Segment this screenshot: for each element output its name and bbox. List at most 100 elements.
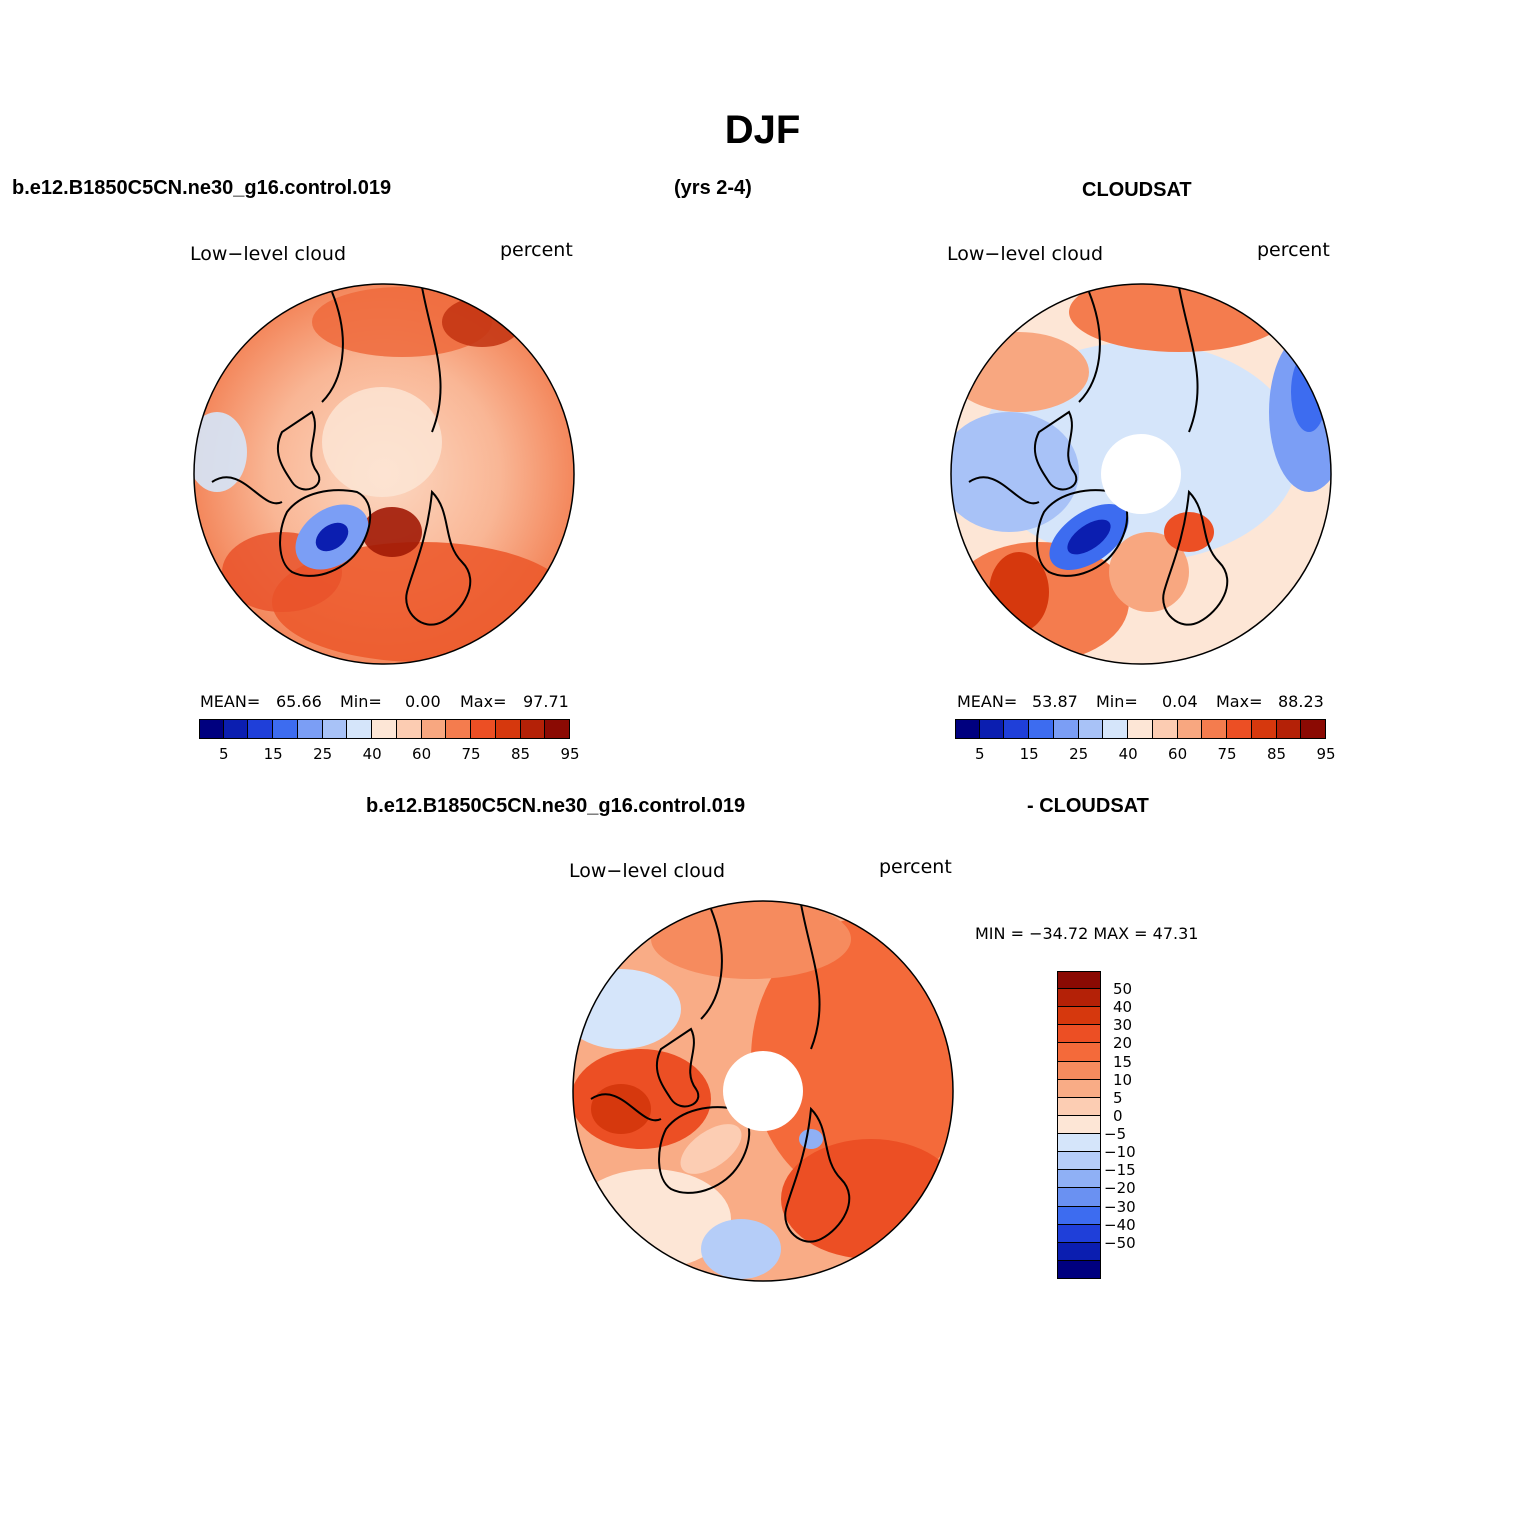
colorbar-swatch: [248, 719, 274, 739]
colorbar-swatch: [1177, 719, 1203, 739]
years-label: (yrs 2-4): [674, 177, 752, 199]
colorbar-swatch: [1128, 719, 1153, 739]
colorbar-tick-label: 5: [974, 745, 985, 763]
colorbar-swatch: [1057, 1115, 1101, 1135]
colorbar-tick-label: 25: [1069, 745, 1089, 763]
colorbar-tick-label: 15: [263, 745, 283, 763]
colorbar-swatch: [1053, 719, 1079, 739]
colorbar-swatch: [520, 719, 546, 739]
obs-mean-label: MEAN=: [957, 692, 1018, 711]
colorbar-swatch: [1057, 1097, 1101, 1116]
colorbar-tick-label: −30: [1104, 1197, 1136, 1216]
colorbar-swatch: [199, 719, 224, 739]
colorbar-tick-label: 40: [362, 745, 382, 763]
obs-colorbar-ticks: 5 15 25 40 60 75 85 95: [955, 745, 1336, 765]
colorbar-swatch: [372, 719, 397, 739]
model-units-label: percent: [500, 239, 573, 261]
model-polar-map: [193, 283, 575, 665]
model-max-value: 97.71: [523, 692, 569, 711]
diff-polar-map: [572, 900, 954, 1282]
colorbar-swatch: [1057, 1025, 1101, 1044]
colorbar-swatch: [495, 719, 521, 739]
colorbar-swatch: [1057, 971, 1101, 990]
colorbar-tick-label: 25: [313, 745, 333, 763]
colorbar-tick-label: 75: [461, 745, 481, 763]
model-mean-value: 65.66: [276, 692, 322, 711]
colorbar-swatch: [1057, 1043, 1101, 1062]
colorbar-tick-label: 40: [1113, 998, 1133, 1017]
colorbar-tick-label: 60: [412, 745, 432, 763]
colorbar-swatch: [1276, 719, 1302, 739]
model-mean-label: MEAN=: [200, 692, 261, 711]
obs-polar-map: [950, 283, 1332, 665]
diff-colorbar: [1057, 971, 1101, 1279]
colorbar-tick-label: −20: [1104, 1179, 1136, 1198]
colorbar-tick-label: 15: [1019, 745, 1039, 763]
obs-variable-label: Low−level cloud: [947, 243, 1104, 265]
colorbar-swatch: [446, 719, 472, 739]
colorbar-tick-label: 0: [1113, 1106, 1123, 1125]
diff-obs-title: - CLOUDSAT: [1027, 795, 1149, 817]
diff-case-title: b.e12.B1850C5CN.ne30_g16.control.019: [366, 795, 746, 817]
colorbar-tick-label: 20: [1113, 1034, 1133, 1053]
model-colorbar-ticks: 5 15 25 40 60 75 85 95: [199, 745, 580, 765]
colorbar-swatch: [1078, 719, 1104, 739]
obs-min-value: 0.04: [1162, 692, 1198, 711]
model-colorbar: [199, 719, 570, 739]
colorbar-swatch: [1057, 1079, 1101, 1098]
colorbar-swatch: [322, 719, 348, 739]
colorbar-swatch: [1057, 1152, 1101, 1171]
obs-min-label: Min=: [1096, 692, 1138, 711]
model-min-label: Min=: [340, 692, 382, 711]
colorbar-tick-label: 95: [560, 745, 580, 763]
colorbar-swatch: [1152, 719, 1178, 739]
diff-units-label: percent: [879, 856, 952, 878]
colorbar-swatch: [1057, 1007, 1101, 1026]
diff-minmax-label: MIN = −34.72 MAX = 47.31: [975, 924, 1199, 943]
colorbar-swatch: [1057, 1061, 1101, 1080]
colorbar-swatch: [1057, 1134, 1101, 1153]
colorbar-swatch: [396, 719, 422, 739]
colorbar-swatch: [297, 719, 323, 739]
colorbar-swatch: [471, 719, 496, 739]
colorbar-tick-label: 5: [1113, 1088, 1123, 1107]
diff-colorbar-ticks: 50 40 30 20 15 10 5 0 −5 −10 −15 −20 −30 −40 −50: [1104, 971, 1170, 1279]
colorbar-swatch: [1057, 1170, 1101, 1189]
colorbar-swatch: [273, 719, 298, 739]
obs-colorbar: [955, 719, 1326, 739]
colorbar-swatch: [1057, 1224, 1101, 1243]
colorbar-swatch: [421, 719, 447, 739]
model-min-value: 0.00: [405, 692, 441, 711]
colorbar-swatch: [979, 719, 1005, 739]
colorbar-tick-label: 85: [510, 745, 531, 763]
obs-max-label: Max=: [1216, 692, 1263, 711]
colorbar-swatch: [1251, 719, 1277, 739]
colorbar-tick-label: 95: [1316, 745, 1336, 763]
colorbar-tick-label: 75: [1217, 745, 1237, 763]
colorbar-tick-label: −10: [1104, 1143, 1136, 1162]
colorbar-tick-label: 5: [218, 745, 229, 763]
obs-mean-value: 53.87: [1032, 692, 1078, 711]
diff-variable-label: Low−level cloud: [569, 860, 726, 882]
colorbar-swatch: [545, 719, 570, 739]
colorbar-tick-label: −5: [1104, 1125, 1127, 1144]
model-max-label: Max=: [460, 692, 507, 711]
colorbar-swatch: [1057, 1206, 1101, 1225]
colorbar-swatch: [1103, 719, 1129, 739]
colorbar-tick-label: −50: [1104, 1233, 1136, 1252]
colorbar-swatch: [223, 719, 249, 739]
season-title: DJF: [724, 108, 801, 152]
colorbar-swatch: [1057, 989, 1101, 1008]
obs-max-value: 88.23: [1278, 692, 1324, 711]
colorbar-tick-label: 85: [1266, 745, 1287, 763]
colorbar-swatch: [1301, 719, 1326, 739]
colorbar-swatch: [1057, 1188, 1101, 1207]
colorbar-tick-label: 40: [1118, 745, 1138, 763]
colorbar-tick-label: −40: [1104, 1215, 1136, 1234]
colorbar-tick-label: 30: [1113, 1016, 1133, 1035]
colorbar-tick-label: −15: [1104, 1161, 1136, 1180]
colorbar-swatch: [1202, 719, 1228, 739]
obs-units-label: percent: [1257, 239, 1330, 261]
colorbar-swatch: [347, 719, 373, 739]
colorbar-swatch: [1057, 1260, 1101, 1279]
